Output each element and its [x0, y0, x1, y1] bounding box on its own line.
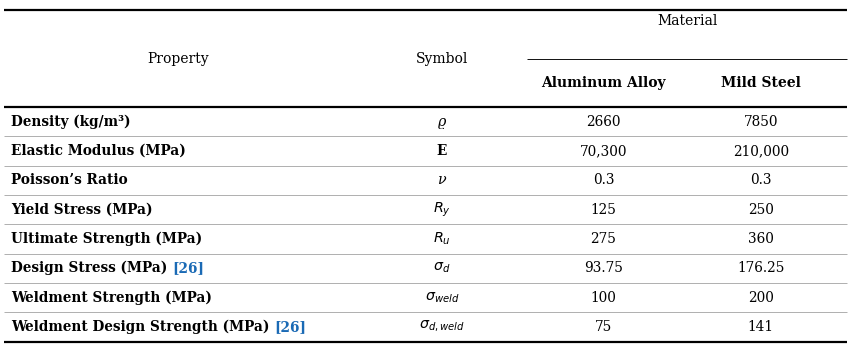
Text: 100: 100	[591, 290, 616, 305]
Text: Yield Stress (MPa): Yield Stress (MPa)	[11, 203, 152, 217]
Text: 125: 125	[591, 203, 616, 217]
Text: 0.3: 0.3	[750, 173, 772, 187]
Text: Material: Material	[657, 14, 717, 28]
Text: 250: 250	[748, 203, 774, 217]
Text: 275: 275	[591, 232, 616, 246]
Text: $R_u$: $R_u$	[434, 231, 450, 247]
Text: $R_y$: $R_y$	[433, 200, 451, 219]
Text: Poisson’s Ratio: Poisson’s Ratio	[11, 173, 127, 187]
Text: 93.75: 93.75	[584, 261, 623, 275]
Text: 75: 75	[595, 320, 612, 334]
Text: $\sigma_{d,weld}$: $\sigma_{d,weld}$	[419, 319, 465, 334]
Text: [26]: [26]	[275, 320, 306, 334]
Text: 7850: 7850	[744, 115, 778, 129]
Text: 141: 141	[748, 320, 774, 334]
Text: ϱ: ϱ	[438, 115, 446, 129]
Text: Weldment Strength (MPa): Weldment Strength (MPa)	[11, 290, 212, 305]
Text: Aluminum Alloy: Aluminum Alloy	[541, 76, 666, 90]
Text: Weldment Design Strength (MPa): Weldment Design Strength (MPa)	[11, 320, 275, 334]
Text: 176.25: 176.25	[737, 261, 785, 275]
Text: $\sigma_{weld}$: $\sigma_{weld}$	[425, 290, 459, 305]
Text: $\sigma_d$: $\sigma_d$	[434, 261, 450, 275]
Text: 2660: 2660	[586, 115, 620, 129]
Text: Property: Property	[148, 52, 209, 66]
Text: Ultimate Strength (MPa): Ultimate Strength (MPa)	[11, 232, 202, 246]
Text: Elastic Modulus (MPa): Elastic Modulus (MPa)	[11, 144, 186, 158]
Text: Mild Steel: Mild Steel	[721, 76, 801, 90]
Text: [26]: [26]	[172, 261, 204, 275]
Text: 360: 360	[748, 232, 774, 246]
Text: Density (kg/m³): Density (kg/m³)	[11, 115, 131, 129]
Text: Symbol: Symbol	[416, 52, 468, 66]
Text: E: E	[437, 144, 447, 158]
Text: Design Stress (MPa): Design Stress (MPa)	[11, 261, 172, 275]
Text: 200: 200	[748, 290, 774, 305]
Text: 210,000: 210,000	[733, 144, 789, 158]
Text: 70,300: 70,300	[580, 144, 627, 158]
Text: 0.3: 0.3	[592, 173, 615, 187]
Text: ν: ν	[438, 173, 446, 187]
